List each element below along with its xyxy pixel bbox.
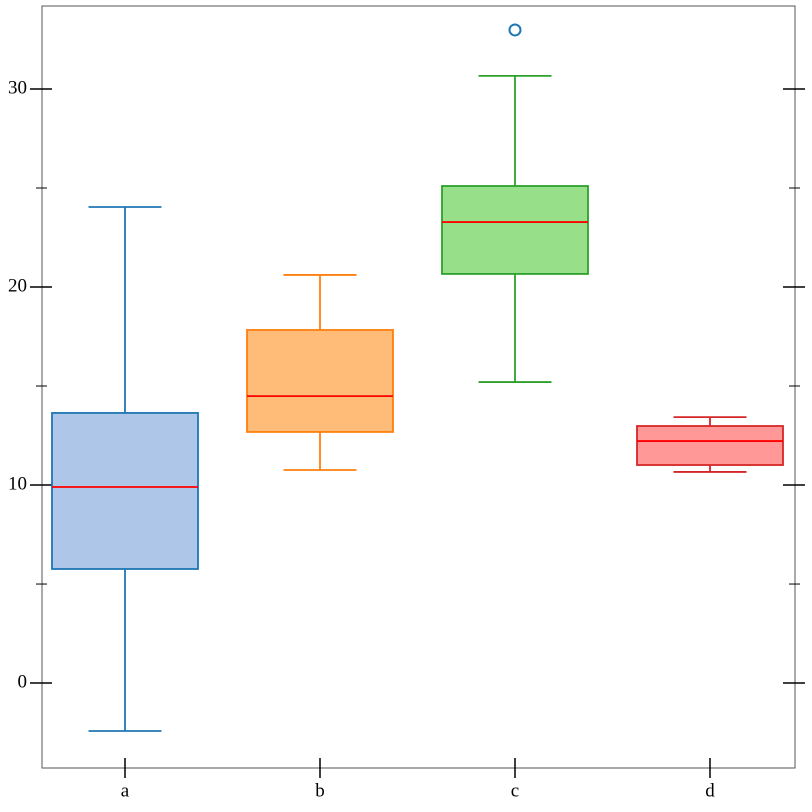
y-tick-label: 30 <box>8 77 27 98</box>
x-tick-label: b <box>315 780 325 801</box>
flier <box>508 23 522 37</box>
box <box>441 185 589 275</box>
y-tick-label: 10 <box>8 473 27 494</box>
box <box>636 425 784 466</box>
y-tick-label: 20 <box>8 275 27 296</box>
x-tick-label: d <box>705 780 715 801</box>
x-tick-label: c <box>511 780 519 801</box>
x-tick-label: a <box>121 780 130 801</box>
y-tick-label: 0 <box>18 671 28 692</box>
plot-frame <box>41 5 796 769</box>
box <box>51 412 199 570</box>
box <box>246 329 394 433</box>
